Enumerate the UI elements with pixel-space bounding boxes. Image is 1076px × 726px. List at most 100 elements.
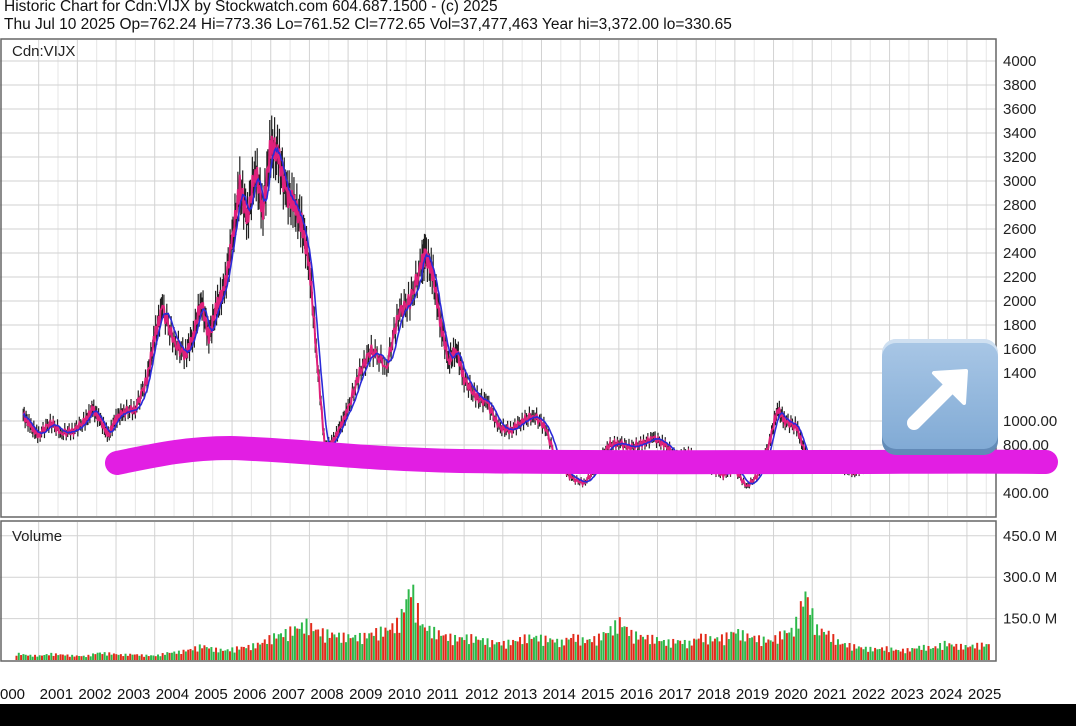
volume-bar: [911, 648, 914, 660]
x-tick-label: 2015: [581, 686, 614, 703]
volume-bar: [166, 652, 169, 660]
volume-bar: [326, 629, 329, 660]
volume-bar: [679, 640, 682, 660]
volume-bar: [247, 644, 250, 660]
volume-bar: [254, 648, 257, 660]
header-title-line: Historic Chart for Cdn:VIJX by Stockwatc…: [4, 0, 498, 15]
volume-bar: [89, 656, 92, 660]
volume-bar: [985, 644, 988, 660]
volume-bar: [700, 633, 703, 660]
volume-bar: [748, 638, 751, 660]
volume-bar: [47, 655, 50, 660]
volume-bar: [711, 641, 714, 660]
volume-bar: [890, 647, 893, 660]
volume-bar: [955, 643, 958, 660]
volume-bar: [124, 653, 127, 660]
volume-bar: [307, 635, 310, 660]
volume-bar: [328, 637, 331, 660]
volume-bar: [94, 654, 97, 660]
x-tick-label: 2021: [813, 686, 846, 703]
volume-bar: [187, 649, 190, 660]
volume-bar: [168, 652, 171, 660]
volume-bar: [899, 651, 902, 660]
volume-bar: [857, 646, 860, 660]
volume-bar: [563, 645, 566, 660]
volume-bar: [29, 654, 32, 660]
volume-bar: [103, 652, 106, 660]
volume-bar: [959, 643, 962, 660]
volume-bar: [22, 654, 25, 660]
volume-bar: [270, 644, 273, 660]
volume-bar: [741, 630, 744, 660]
volume-bar: [906, 648, 909, 660]
volume-bar: [929, 648, 932, 660]
x-tick-label: 2001: [40, 686, 73, 703]
x-axis-labels: 000 2001 2002 2003 2004 2005 2006 2007 2008 2009 2…: [0, 686, 1001, 703]
volume-bar: [811, 608, 814, 660]
volume-bar: [813, 634, 816, 660]
grid-layer: [0, 40, 996, 660]
volume-bar: [291, 635, 294, 660]
volume-bar: [846, 647, 849, 660]
volume-bar: [532, 637, 535, 660]
volume-bar: [730, 631, 733, 660]
volume-bar: [375, 628, 378, 660]
volume-bar: [528, 634, 531, 660]
volume-bar: [143, 656, 146, 660]
volume-bar: [305, 618, 308, 660]
volume-bar: [683, 639, 686, 660]
volume-bar: [551, 639, 554, 660]
volume-bar: [581, 637, 584, 660]
volume-bar: [799, 601, 802, 660]
volume-bar: [80, 656, 83, 660]
volume-bar: [734, 633, 737, 660]
volume-bar: [435, 639, 438, 660]
volume-bar: [461, 637, 464, 660]
volume-bar: [946, 646, 949, 660]
volume-bar: [628, 636, 631, 660]
price-panel-title: Cdn:VIJX: [12, 43, 75, 60]
volume-bar: [637, 639, 640, 660]
volume-bar: [456, 641, 459, 660]
volume-bar: [660, 641, 663, 660]
volume-bar: [324, 642, 327, 660]
volume-bar: [567, 639, 570, 660]
volume-bar: [140, 654, 143, 660]
volume-bar: [969, 646, 972, 660]
volume-bar: [474, 636, 477, 660]
volume-bar: [363, 632, 366, 660]
volume-bar: [739, 640, 742, 660]
volume-bar: [630, 629, 633, 660]
volume-bar: [588, 639, 591, 660]
volume-bar: [498, 642, 501, 660]
volume-bar: [618, 617, 621, 660]
volume-bar: [874, 647, 877, 660]
volume-bar: [150, 655, 153, 660]
volume-bar: [344, 642, 347, 660]
volume-bar: [275, 638, 278, 660]
volume-bar: [249, 650, 252, 660]
volume-bar: [191, 650, 194, 660]
volume-panel-frame: [0, 520, 997, 662]
volume-bar: [827, 630, 830, 660]
volume-bar: [878, 648, 881, 660]
volume-axis-labels: 150.0 M 300.0 M 450.0 M: [1003, 528, 1057, 628]
volume-bar: [15, 655, 18, 660]
volume-bar: [897, 650, 900, 660]
volume-bar: [416, 603, 419, 660]
volume-bar: [493, 644, 496, 660]
volume-bar: [312, 631, 315, 660]
x-tick-label: 2010: [388, 686, 421, 703]
volume-bar: [642, 636, 645, 660]
volume-bar: [398, 632, 401, 660]
volume-bar: [704, 633, 707, 660]
volume-bar: [217, 652, 220, 660]
y-tick-label: 2600: [1003, 221, 1036, 238]
volume-bar: [40, 655, 43, 660]
volume-bar: [391, 623, 394, 660]
volume-bar: [867, 651, 870, 660]
volume-bar: [948, 643, 951, 660]
volume-bar: [317, 629, 320, 660]
volume-bar: [577, 634, 580, 660]
volume-bar: [658, 641, 661, 660]
